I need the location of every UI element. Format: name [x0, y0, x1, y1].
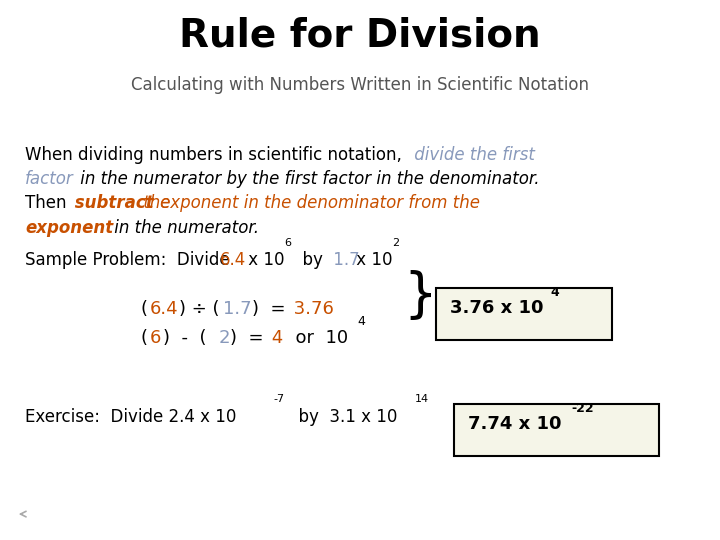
Text: in the numerator by the first factor in the denominator.: in the numerator by the first factor in … [75, 170, 539, 188]
Text: by: by [292, 251, 323, 269]
Text: )  =: ) = [230, 329, 264, 347]
Text: When dividing numbers in scientific notation,: When dividing numbers in scientific nota… [25, 146, 402, 164]
Text: 6: 6 [150, 329, 161, 347]
Text: factor: factor [25, 170, 74, 188]
Text: 2: 2 [392, 238, 400, 248]
Text: ) ÷ (: ) ÷ ( [179, 300, 219, 318]
Text: Exercise:  Divide 2.4 x 10: Exercise: Divide 2.4 x 10 [25, 408, 237, 426]
Text: 1.7: 1.7 [223, 300, 252, 318]
Text: )  -  (: ) - ( [163, 329, 206, 347]
Text: }: } [403, 269, 437, 322]
FancyBboxPatch shape [454, 404, 659, 456]
Text: Sample Problem:  Divide: Sample Problem: Divide [25, 251, 230, 269]
Text: Calculating with Numbers Written in Scientific Notation: Calculating with Numbers Written in Scie… [131, 76, 589, 93]
Text: (: ( [140, 300, 148, 318]
Text: subtract: subtract [69, 194, 154, 212]
Text: x 10: x 10 [243, 251, 285, 269]
Text: -22: -22 [571, 402, 593, 415]
Text: Rule for Division: Rule for Division [179, 16, 541, 54]
Text: exponent in the denominator from the: exponent in the denominator from the [160, 194, 480, 212]
FancyBboxPatch shape [436, 288, 612, 340]
Text: 4: 4 [266, 329, 283, 347]
Text: Then: Then [25, 194, 67, 212]
Text: or  10: or 10 [284, 329, 348, 347]
Text: )  =: ) = [252, 300, 286, 318]
Text: 7.74 x 10: 7.74 x 10 [468, 415, 562, 433]
Text: 1.7: 1.7 [328, 251, 359, 269]
Text: divide the first: divide the first [409, 146, 535, 164]
Text: 4: 4 [358, 315, 366, 328]
Text: (: ( [140, 329, 148, 347]
Text: in the numerator.: in the numerator. [109, 219, 259, 237]
Text: the: the [138, 194, 175, 212]
Text: 3.76 x 10: 3.76 x 10 [450, 299, 544, 316]
Text: 4: 4 [551, 286, 559, 299]
Text: 6: 6 [284, 238, 292, 248]
Text: 3.76: 3.76 [288, 300, 334, 318]
Text: -7: -7 [274, 394, 284, 404]
Text: exponent: exponent [25, 219, 114, 237]
Text: 6.4: 6.4 [150, 300, 179, 318]
Text: 6.4: 6.4 [220, 251, 246, 269]
Text: 14: 14 [415, 394, 429, 404]
Text: by  3.1 x 10: by 3.1 x 10 [288, 408, 397, 426]
Text: x 10: x 10 [351, 251, 393, 269]
Text: 2: 2 [218, 329, 230, 347]
